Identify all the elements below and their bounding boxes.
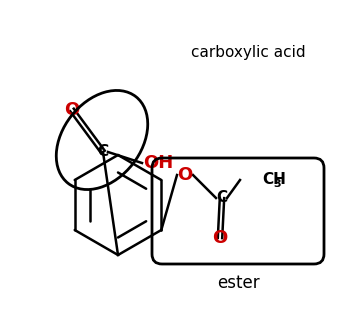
Text: O: O: [212, 229, 227, 247]
Text: C: C: [216, 190, 227, 205]
Text: 3: 3: [273, 179, 281, 189]
Text: C: C: [97, 145, 108, 160]
Text: O: O: [177, 166, 193, 184]
Text: OH: OH: [143, 154, 173, 172]
Text: O: O: [64, 101, 80, 119]
Text: ester: ester: [217, 274, 259, 292]
Text: CH: CH: [262, 173, 286, 188]
Text: carboxylic acid: carboxylic acid: [191, 44, 305, 60]
